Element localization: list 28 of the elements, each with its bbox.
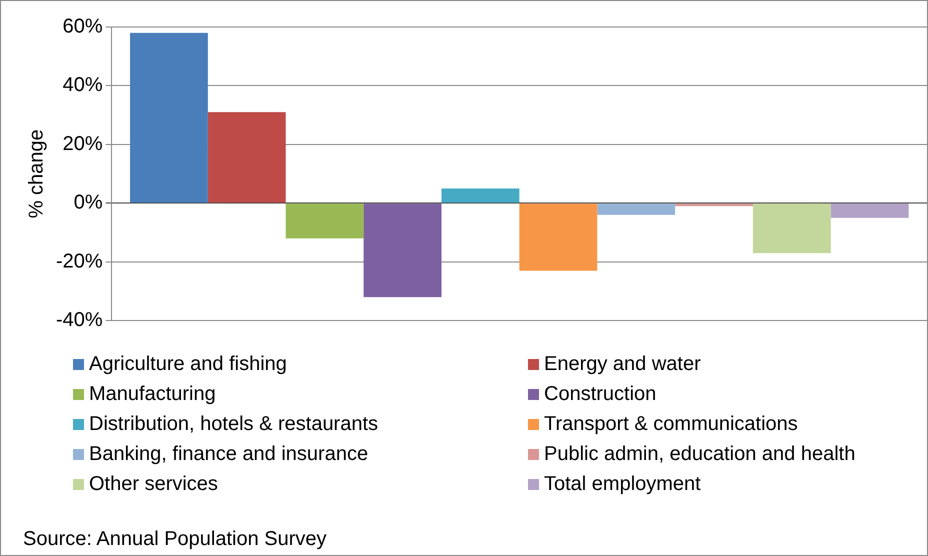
y-tick-label: 60% (62, 16, 103, 38)
y-tick-label: 20% (62, 132, 103, 155)
bar (441, 188, 520, 203)
legend-label: Energy and water (544, 352, 701, 376)
legend-label: Transport & communications (544, 412, 798, 436)
y-tick-label: -20% (56, 250, 103, 272)
y-tick-label: -40% (56, 309, 103, 332)
legend-label: Other services (89, 472, 218, 496)
legend-label: Total employment (544, 472, 701, 496)
bar (752, 204, 831, 254)
bar (130, 32, 208, 203)
legend-label: Agriculture and fishing (89, 352, 287, 376)
source-note: Source: Annual Population Survey (23, 528, 327, 551)
legend-label: Public admin, education and health (544, 442, 856, 466)
bar (830, 204, 909, 218)
y-axis-title: % change (26, 129, 48, 218)
bar (675, 204, 753, 206)
bar (597, 204, 676, 215)
bar (364, 204, 442, 298)
legend-label: Banking, finance and insurance (89, 442, 368, 466)
y-tick-label: 40% (62, 74, 103, 96)
legend-label: Manufacturing (89, 382, 216, 406)
legend-label: Construction (544, 382, 656, 406)
bar (208, 112, 286, 203)
bar (519, 204, 598, 271)
y-tick-label: 0% (74, 192, 103, 214)
legend-label: Distribution, hotels & restaurants (89, 412, 378, 436)
bar (286, 204, 364, 238)
